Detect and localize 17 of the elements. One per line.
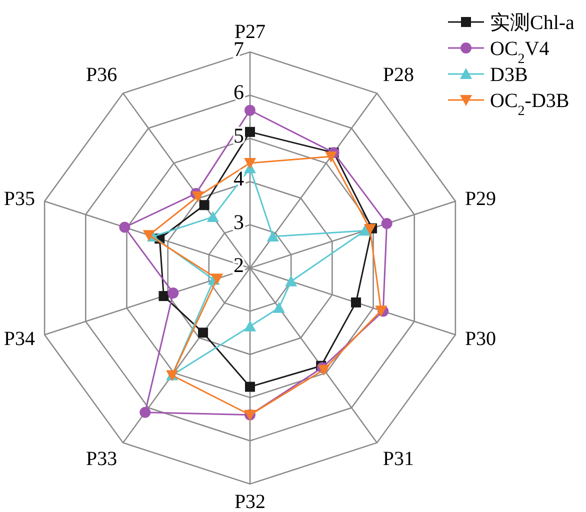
- spoke-label: P29: [464, 188, 496, 210]
- spoke-label: P33: [86, 448, 118, 470]
- spoke-label: P31: [382, 448, 414, 470]
- legend-label: 实测Chl-a: [490, 12, 575, 34]
- spoke-label: P36: [86, 64, 118, 86]
- y-tick-label: 5: [234, 123, 244, 148]
- legend-label: OC$_{2}$-D3B: [490, 90, 570, 118]
- spoke-label: P30: [464, 328, 496, 350]
- y-tick-label: 3: [234, 210, 244, 234]
- spoke-label: P28: [382, 64, 414, 86]
- spoke-label: P34: [4, 328, 36, 350]
- y-tick-label: 6: [234, 80, 244, 104]
- spoke-label: P35: [4, 188, 36, 210]
- spoke-label: P32: [234, 491, 266, 512]
- legend-label: D3B: [490, 64, 528, 86]
- legend-label: OC$_{2}$V4: [490, 38, 550, 66]
- y-tick-label: 2: [234, 253, 244, 277]
